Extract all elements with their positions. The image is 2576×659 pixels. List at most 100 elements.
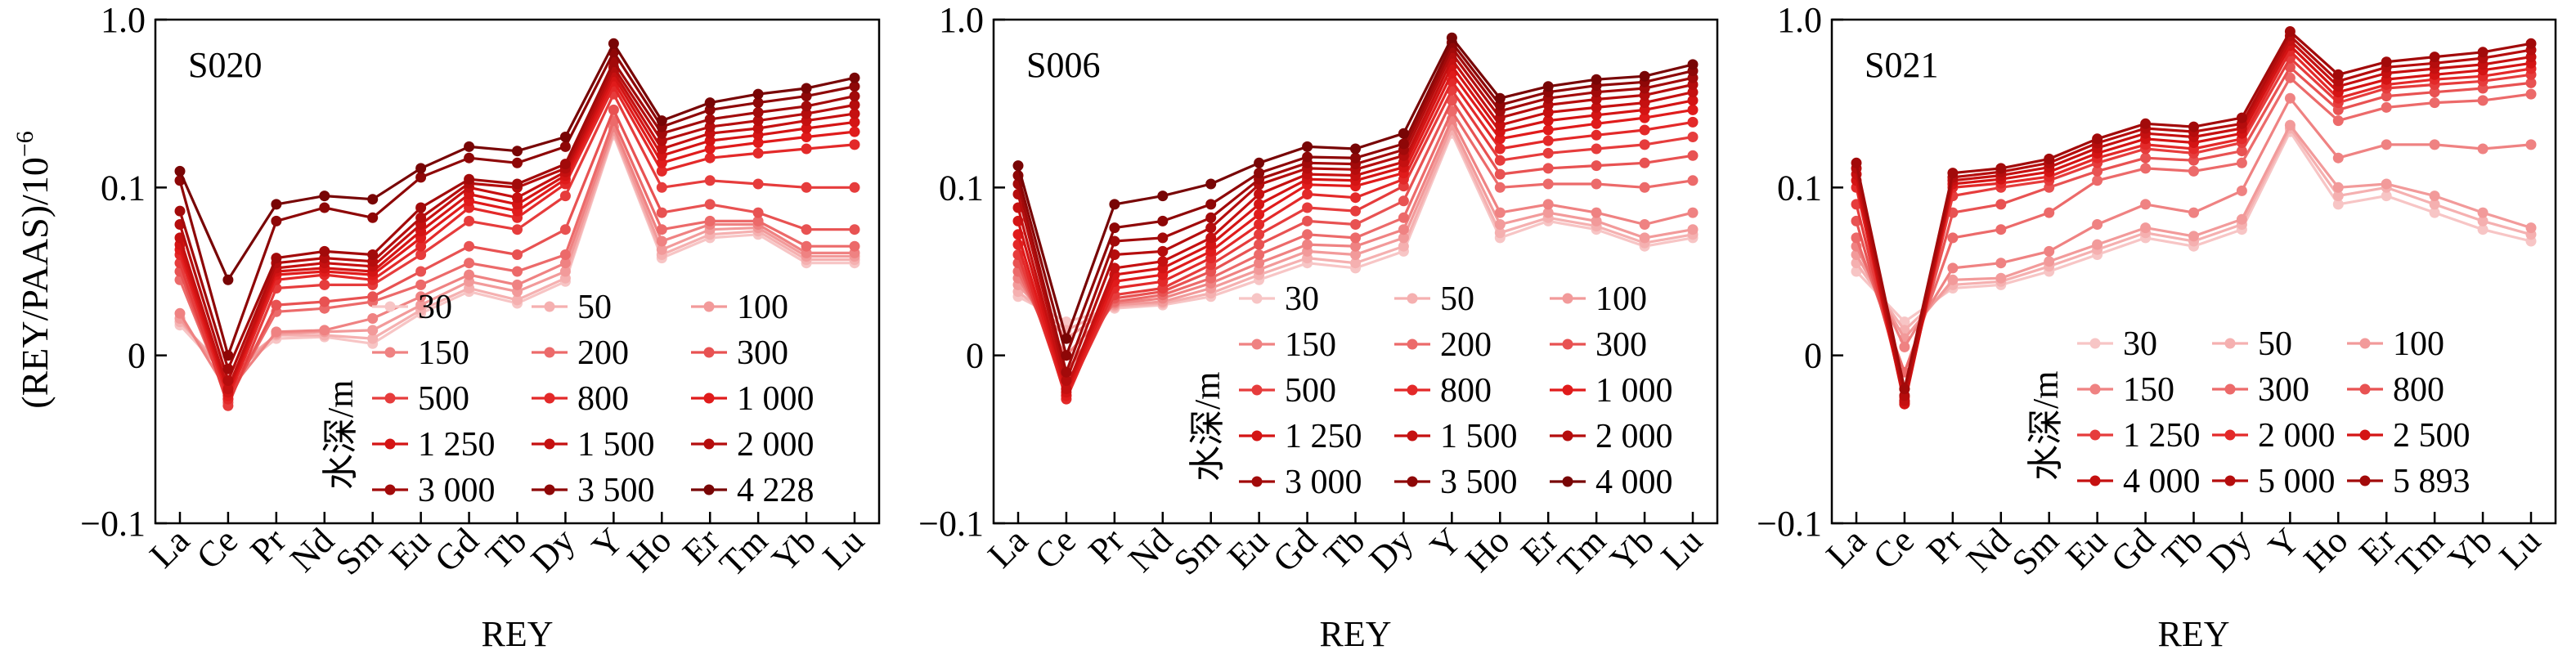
data-point: [704, 121, 716, 132]
data-point: [1947, 168, 1959, 179]
data-point: [1254, 189, 1265, 199]
data-point: [1350, 240, 1361, 252]
data-point: [559, 249, 571, 260]
data-point: [1591, 160, 1602, 172]
data-point: [1398, 224, 1409, 235]
data-point: [2236, 146, 2247, 157]
y-tick-label: 0: [1804, 336, 1822, 376]
legend-label: 1 000: [1595, 372, 1673, 410]
legend-item: 50: [2212, 325, 2292, 363]
data-point: [2044, 207, 2055, 218]
x-tick-label: Ho: [620, 520, 680, 580]
legend-item: 100: [691, 289, 788, 326]
legend-swatch-marker: [2089, 383, 2101, 395]
data-point: [559, 258, 571, 269]
data-point: [2140, 222, 2152, 234]
legend-swatch-marker: [2224, 383, 2236, 395]
data-point: [752, 97, 764, 109]
legend-item: 200: [1394, 326, 1492, 364]
legend-label: 800: [1440, 372, 1492, 410]
data-point: [1350, 152, 1361, 164]
data-point: [1639, 124, 1650, 136]
data-point: [2381, 139, 2392, 150]
legend-item: 50: [1394, 280, 1474, 318]
data-point: [1302, 229, 1313, 240]
data-point: [367, 325, 379, 336]
data-point: [1494, 182, 1506, 193]
legend-label: 2 000: [737, 426, 815, 464]
data-point: [1398, 232, 1409, 244]
legend-swatch-marker: [2359, 383, 2371, 395]
data-point: [2525, 139, 2537, 150]
data-point: [1205, 212, 1217, 223]
data-point: [415, 202, 427, 213]
data-point: [319, 296, 330, 307]
data-point: [174, 205, 186, 217]
data-point: [1687, 116, 1699, 128]
data-point: [849, 182, 860, 193]
legend-swatch-marker: [1562, 384, 1573, 396]
legend-item: 1 250: [372, 426, 496, 464]
data-point: [2332, 69, 2344, 80]
data-point: [656, 135, 667, 146]
legend-swatch-marker: [544, 301, 555, 312]
legend-item: 30: [372, 289, 452, 326]
data-point: [752, 123, 764, 134]
data-point: [1947, 274, 1959, 285]
data-point: [1639, 157, 1650, 168]
x-tick-label: Ce: [1027, 520, 1084, 576]
data-point: [415, 249, 427, 260]
legend-item: 2 500: [2347, 417, 2471, 455]
data-point: [271, 326, 282, 338]
data-point: [1061, 350, 1072, 361]
data-point: [1995, 258, 2007, 269]
legend-swatch-marker: [1251, 476, 1263, 487]
data-point: [2188, 121, 2199, 132]
legend-swatch-marker: [544, 484, 555, 495]
x-tick-label: Ho: [2296, 520, 2356, 580]
data-point: [512, 192, 523, 204]
legend-label: 2 000: [2258, 417, 2336, 455]
legend-label: 150: [2123, 371, 2174, 409]
data-point: [656, 244, 667, 255]
data-point: [1947, 232, 1959, 244]
legend-label: 300: [2258, 371, 2309, 409]
data-point: [2284, 72, 2296, 83]
data-point: [849, 126, 860, 137]
data-point: [801, 224, 812, 235]
data-point: [849, 91, 860, 102]
data-point: [1302, 239, 1313, 250]
data-point: [1350, 192, 1361, 204]
x-tick-label: Lu: [2492, 520, 2548, 576]
y-tick-label: 0.1: [101, 168, 146, 208]
data-point: [1639, 139, 1650, 150]
data-point: [2477, 95, 2488, 106]
data-point: [2332, 182, 2344, 193]
data-point: [656, 207, 667, 218]
legend-label: 500: [418, 380, 469, 418]
data-point: [1687, 150, 1699, 161]
x-tick-label: Dy: [2200, 520, 2260, 580]
data-point: [1542, 135, 1554, 146]
x-tick-label: Sm: [1166, 520, 1228, 582]
data-point: [271, 215, 282, 226]
x-tick-label: Dy: [1362, 520, 1421, 580]
legend-label: 200: [577, 334, 629, 372]
data-point: [1639, 219, 1650, 230]
data-point: [1254, 219, 1265, 230]
data-point: [1061, 383, 1072, 395]
x-tick-label: Gd: [2103, 520, 2163, 580]
legend-label: 3 500: [1440, 464, 1518, 501]
legend-item: 1 000: [691, 380, 815, 418]
data-point: [1350, 143, 1361, 155]
legend-label: 50: [1440, 280, 1474, 318]
y-tick-label: −0.1: [80, 504, 146, 544]
data-point: [1398, 138, 1409, 150]
y-tick-label: 0: [128, 336, 146, 376]
data-point: [1687, 207, 1699, 218]
data-point: [1995, 199, 2007, 210]
legend-item: 50: [532, 289, 612, 326]
data-point: [2236, 213, 2247, 225]
data-point: [1350, 249, 1361, 260]
legend-swatch-marker: [2089, 475, 2101, 486]
